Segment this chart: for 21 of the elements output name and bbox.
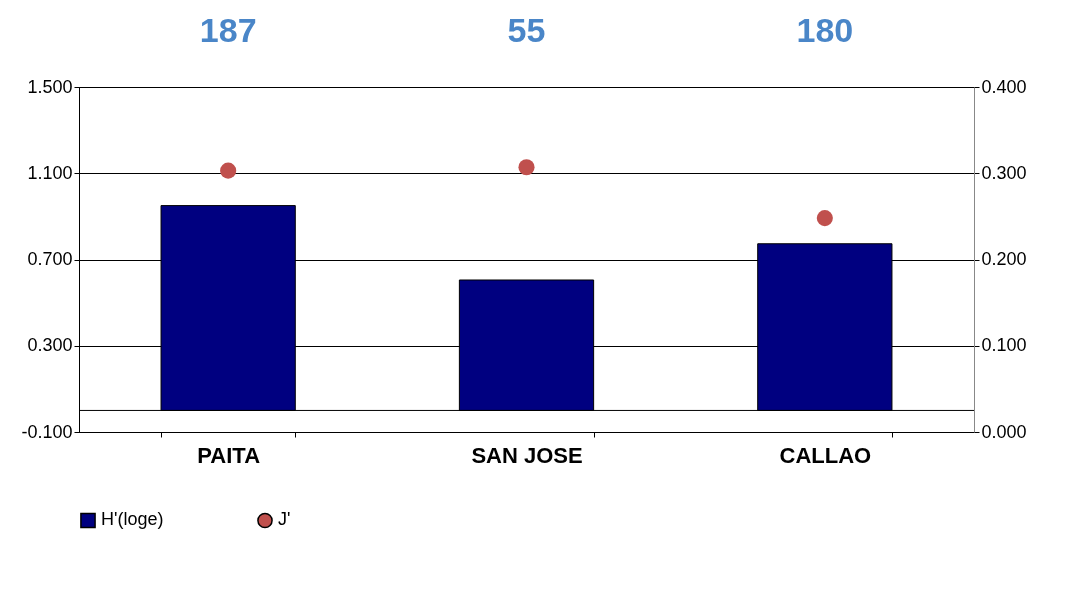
y2-tick-label: 0.000	[981, 421, 1027, 442]
legend-label: H'(loge)	[101, 509, 164, 530]
text: 55	[507, 11, 546, 49]
y-tick-label: 1.100	[27, 162, 73, 183]
x-tick-label: CALLAO	[779, 442, 872, 468]
y2-tick-label: 0.200	[981, 249, 1027, 269]
y2-tick-label: 0.300	[981, 162, 1027, 183]
y-tick-label: 1.500	[27, 76, 73, 97]
point	[220, 162, 237, 179]
y-tick-label: -0.100	[21, 421, 73, 442]
x-tick-label: PAITA	[197, 442, 261, 468]
legend-label: J'	[278, 509, 291, 530]
y-tick-label: 0.300	[27, 335, 73, 356]
y-tick-label: 0.700	[27, 249, 73, 269]
y2-tick-label: 0.100	[981, 335, 1027, 356]
x-tick-label: SAN JOSE	[471, 442, 583, 468]
text: 180	[796, 11, 854, 49]
point	[816, 210, 833, 227]
y2-tick-label: 0.400	[981, 76, 1027, 97]
point	[518, 159, 535, 176]
text: 187	[199, 11, 257, 49]
